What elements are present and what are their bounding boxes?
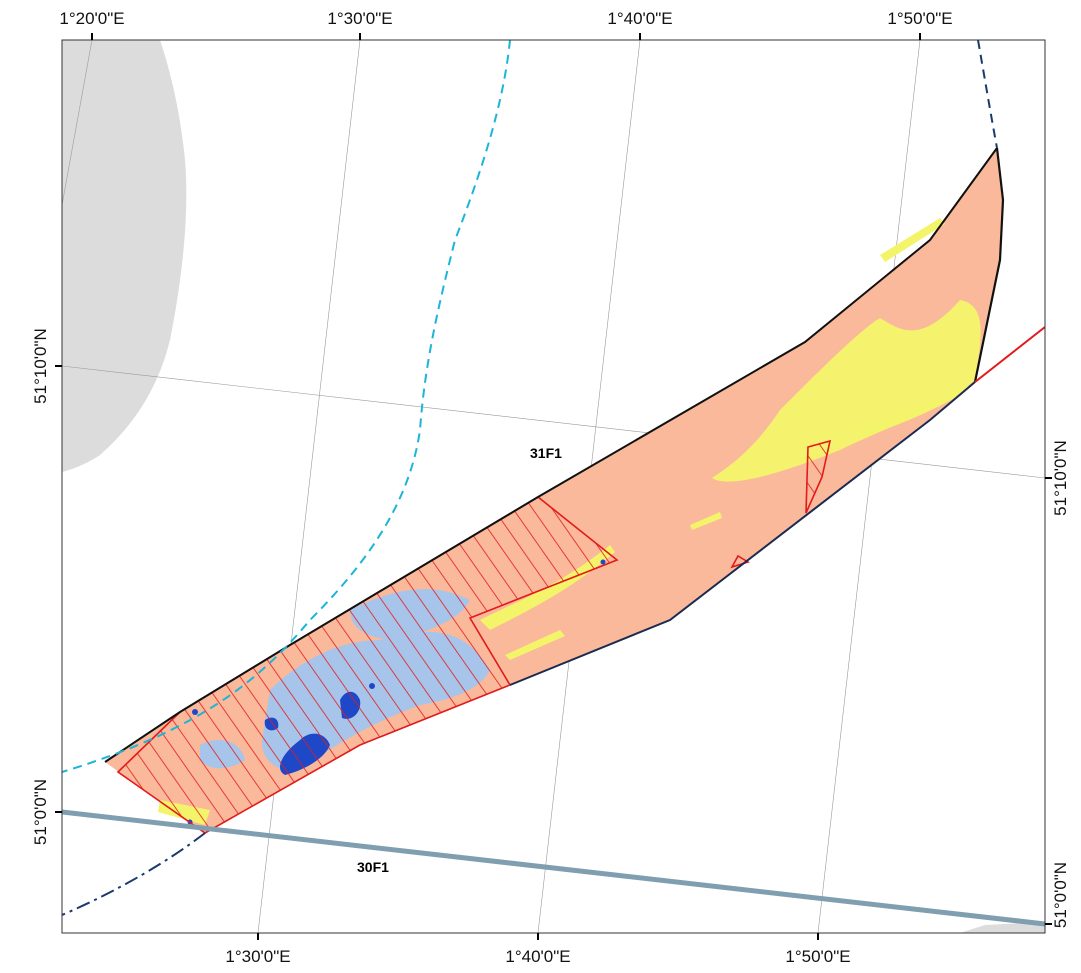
dashed-cyan-line	[62, 40, 511, 773]
zone-boundary	[104, 147, 998, 763]
top-label-2: 1°30'0"E	[327, 9, 392, 28]
grid-cell-boundary	[62, 809, 1045, 927]
left-label-2: 51°0'0"N	[31, 779, 50, 845]
bottom-label-2: 1°40'0"E	[505, 947, 570, 966]
dashed-navy-line-top	[977, 40, 998, 149]
top-label-3: 1°40'0"E	[607, 9, 672, 28]
bottom-label-1: 1°30'0"E	[225, 947, 290, 966]
grid-cell-label-31f1: 31F1	[530, 445, 562, 461]
right-label-2: 51°0'0"N	[1051, 862, 1070, 928]
right-label-1: 51°10'0"N	[1051, 440, 1070, 516]
hatched-strip	[805, 439, 832, 514]
map-frame: 31F1 30F1	[62, 40, 1045, 933]
bottom-label-3: 1°50'0"E	[785, 947, 850, 966]
land-mass-icon	[62, 40, 187, 472]
grid-cell-label-30f1: 30F1	[357, 859, 389, 875]
frame-border	[61, 39, 1046, 934]
left-label-1: 51°10'0"N	[31, 328, 50, 404]
top-label-1: 1°20'0"E	[59, 9, 124, 28]
red-boundary-line	[974, 326, 1045, 383]
top-label-4: 1°50'0"E	[887, 9, 952, 28]
dashed-navy-line-bottom	[62, 832, 206, 916]
small-hatched-patch	[730, 554, 750, 569]
tick-marks	[55, 33, 1052, 940]
